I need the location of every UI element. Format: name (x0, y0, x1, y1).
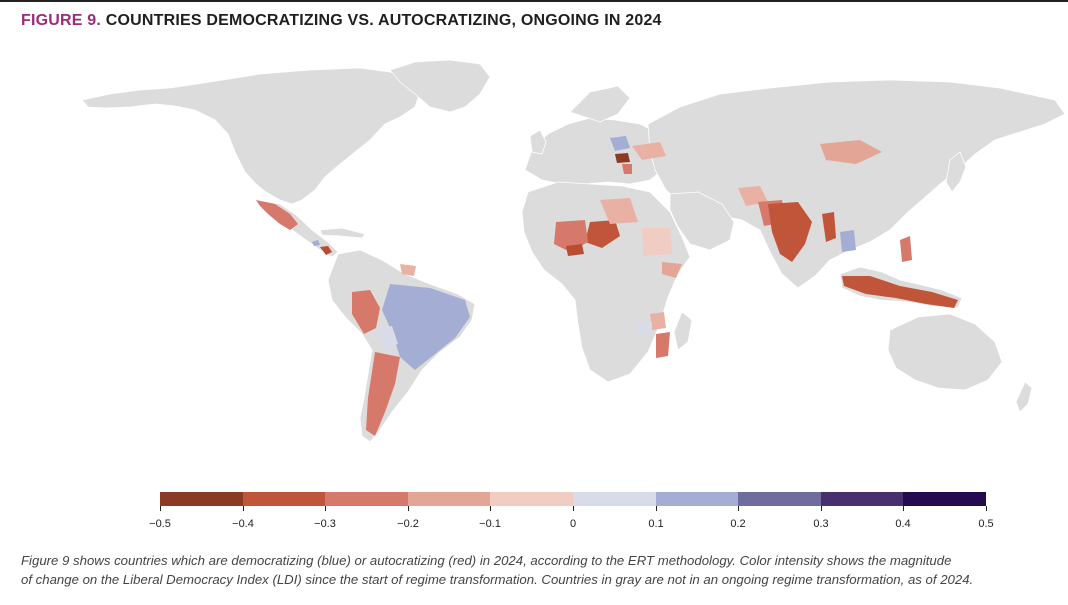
scandinavia (569, 85, 631, 123)
figure-title-text: COUNTRIES DEMOCRATIZING VS. AUTOCRATIZIN… (105, 12, 662, 29)
legend-tick (243, 506, 244, 511)
country-mexico (256, 200, 298, 230)
country-el-salvador (312, 240, 320, 246)
legend-swatch-2 (325, 492, 408, 506)
legend-tick-label: 0.4 (895, 518, 911, 530)
top-rule (0, 0, 1068, 2)
caption-line-1: Figure 9 shows countries which are democ… (21, 553, 952, 568)
legend-tick (738, 506, 739, 511)
legend-swatch-0 (160, 492, 243, 506)
highlighted-countries (256, 136, 958, 436)
country-bolivia (376, 326, 398, 350)
country-myanmar (822, 212, 836, 242)
legend-swatch-7 (738, 492, 821, 506)
legend-swatch-5 (572, 492, 656, 506)
country-mozambique (656, 332, 670, 358)
caption-line-2: of change on the Liberal Democracy Index… (21, 572, 974, 587)
japan (945, 151, 967, 193)
legend-tick-label: 0 (569, 518, 577, 530)
legend-color-bar (160, 492, 986, 506)
legend-tick (903, 506, 904, 511)
country-venezuela (400, 264, 416, 276)
country-serbia (622, 164, 632, 174)
legend-swatch-4 (490, 492, 573, 506)
legend-tick (821, 506, 822, 511)
country-libya (600, 198, 638, 224)
legend-tick-label: −0.1 (479, 518, 501, 530)
legend-swatch-9 (903, 492, 986, 506)
legend-tick-label: 0.5 (978, 518, 994, 530)
new-zealand (1015, 381, 1033, 413)
asia (647, 79, 1066, 289)
figure-title: FIGURE 9. COUNTRIES DEMOCRATIZING VS. AU… (21, 12, 662, 30)
country-hungary (615, 153, 630, 163)
arabia (669, 191, 735, 251)
caption: Figure 9 shows countries which are democ… (21, 551, 1061, 589)
legend-tick-label: 0.1 (648, 518, 664, 530)
figure-number: FIGURE 9. (21, 12, 102, 29)
country-sudan (642, 228, 672, 256)
country-burkina-faso (566, 244, 584, 256)
north-america (81, 67, 421, 205)
country-peru (352, 290, 380, 334)
legend-tick-label: 0.3 (813, 518, 829, 530)
country-iran (738, 186, 768, 206)
legend-tick-label: −0.4 (232, 518, 254, 530)
legend-tick-label: −0.3 (314, 518, 336, 530)
legend-tick (573, 506, 574, 511)
australia (887, 313, 1003, 391)
legend-tick (656, 506, 657, 511)
country-tanzania (650, 312, 666, 330)
country-ethiopia (662, 262, 682, 278)
legend-tick (490, 506, 491, 511)
country-mongolia (820, 140, 882, 164)
madagascar (673, 311, 693, 351)
country-brazil (382, 284, 470, 370)
legend-swatch-3 (407, 492, 491, 506)
country-nicaragua (320, 246, 332, 255)
legend-swatch-6 (655, 492, 739, 506)
country-niger (585, 220, 620, 248)
world-map (81, 59, 1066, 443)
country-philippines (900, 236, 912, 262)
country-poland (610, 136, 630, 151)
country-zambia (638, 322, 652, 334)
legend-tick (986, 506, 987, 511)
uk-ireland (529, 129, 547, 155)
legend-swatch-1 (242, 492, 326, 506)
legend-tick-label: 0.2 (730, 518, 746, 530)
country-argentina (366, 352, 400, 436)
country-thailand-laos (840, 230, 856, 252)
country-mali (554, 220, 588, 252)
country-india (768, 202, 812, 262)
legend-swatch-8 (820, 492, 904, 506)
legend-tick (325, 506, 326, 511)
legend-tick (408, 506, 409, 511)
legend-tick-label: −0.5 (149, 518, 171, 530)
caribbean (319, 227, 366, 239)
country-indonesia (842, 276, 958, 308)
legend-tick-label: −0.2 (397, 518, 419, 530)
greenland (389, 59, 491, 113)
country-ukraine (632, 142, 666, 160)
legend-tick (160, 506, 161, 511)
